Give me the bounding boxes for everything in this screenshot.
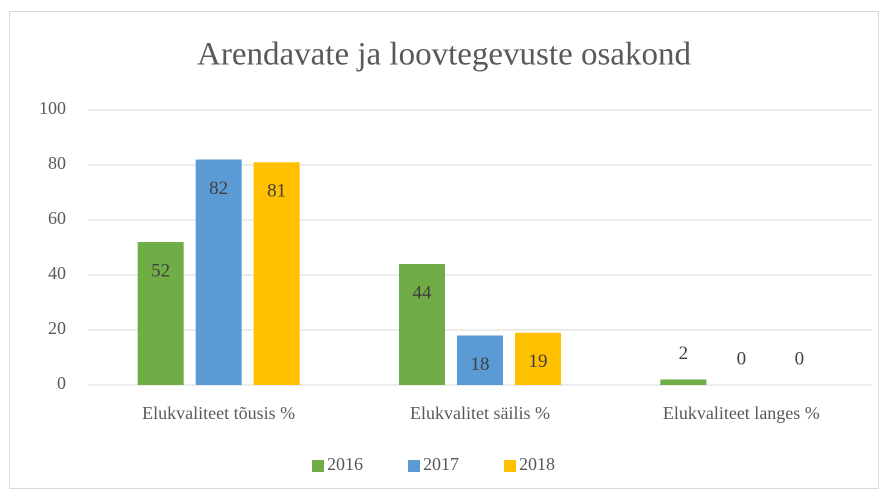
- bar: [660, 379, 707, 385]
- y-tick-label: 100: [39, 98, 66, 118]
- bar: [137, 242, 184, 385]
- bar: [195, 159, 242, 385]
- data-label: 0: [737, 348, 747, 369]
- y-tick-label: 0: [57, 373, 66, 393]
- data-label: 0: [795, 348, 805, 369]
- y-tick-label: 60: [48, 208, 66, 228]
- y-tick-label: 20: [48, 318, 66, 338]
- x-tick-label: Elukvaliteet langes %: [663, 403, 820, 423]
- bar: [253, 162, 300, 385]
- x-tick-label: Elukvalitet säilis %: [410, 403, 550, 423]
- data-label: 52: [151, 260, 170, 281]
- bar: [457, 335, 503, 385]
- x-tick-label: Elukvaliteet tõusis %: [142, 403, 295, 423]
- y-tick-label: 80: [48, 153, 66, 173]
- legend-label: 2016: [327, 454, 363, 474]
- chart-title: Arendavate ja loovtegevuste osakond: [197, 37, 691, 73]
- data-label: 19: [529, 351, 548, 372]
- legend-swatch: [312, 460, 324, 472]
- data-label: 44: [413, 282, 433, 303]
- data-label: 18: [471, 354, 490, 375]
- legend-swatch: [504, 460, 516, 472]
- legend-label: 2018: [519, 454, 555, 474]
- y-tick-label: 40: [48, 263, 66, 283]
- data-label: 81: [267, 181, 286, 202]
- bar: [399, 264, 445, 385]
- legend-label: 2017: [423, 454, 459, 474]
- data-label: 2: [679, 343, 689, 364]
- bar: [515, 332, 561, 385]
- legend-swatch: [408, 460, 420, 472]
- data-label: 82: [209, 178, 228, 199]
